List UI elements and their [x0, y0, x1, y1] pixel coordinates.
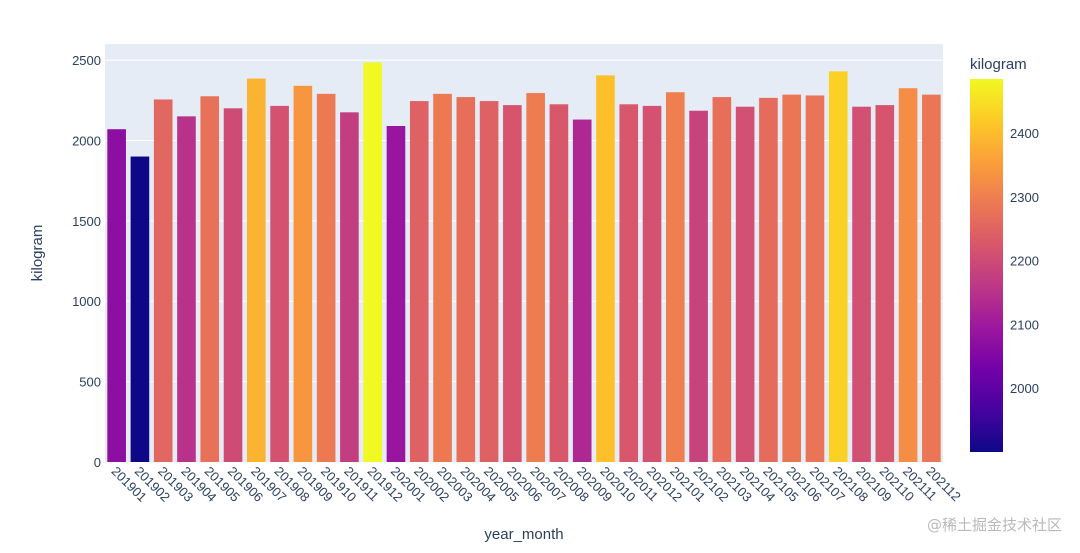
bar-202110[interactable]: [875, 105, 895, 462]
colorbar-tick-label: 2000: [1010, 381, 1039, 396]
bar-201907[interactable]: [246, 78, 266, 463]
y-tick-label: 0: [94, 455, 101, 470]
bar-201906[interactable]: [223, 108, 243, 463]
bars: [107, 62, 941, 463]
plot-background: [105, 44, 943, 462]
colorbar: kilogram 2000 2100 2200 2300 2400: [970, 56, 1039, 452]
colorbar-tick-label: 2100: [1010, 317, 1039, 332]
bar-201908[interactable]: [270, 105, 289, 463]
y-axis-ticks: 0 500 1000 1500 2000 2500: [72, 53, 101, 470]
bar-202003[interactable]: [433, 93, 452, 462]
colorbar-tick-label: 2200: [1010, 254, 1039, 269]
bar-202105[interactable]: [759, 97, 778, 462]
bar-202108[interactable]: [828, 71, 848, 462]
bar-201912[interactable]: [363, 62, 383, 462]
bar-202111[interactable]: [898, 88, 918, 462]
colorbar-tick-label: 2300: [1010, 190, 1039, 205]
bar-201909[interactable]: [293, 85, 313, 463]
x-axis-title: year_month: [484, 526, 563, 543]
bar-201903[interactable]: [153, 99, 173, 462]
bar-202112[interactable]: [922, 94, 941, 463]
bar-202001[interactable]: [386, 125, 406, 462]
bar-201904[interactable]: [177, 116, 196, 462]
y-tick-label: 1000: [72, 294, 101, 309]
bar-202005[interactable]: [479, 101, 499, 463]
y-tick-label: 2000: [72, 133, 101, 148]
colorbar-tick-label: 2400: [1010, 126, 1039, 141]
bar-202101[interactable]: [665, 92, 685, 462]
y-tick-label: 2500: [72, 53, 101, 68]
watermark-text: @稀土掘金技术社区: [927, 516, 1062, 534]
bar-202107[interactable]: [805, 95, 825, 462]
y-tick-label: 1500: [72, 214, 101, 229]
bar-201902[interactable]: [130, 156, 150, 463]
bar-202008[interactable]: [549, 104, 569, 463]
bar-202104[interactable]: [735, 106, 755, 462]
bar-202010[interactable]: [596, 75, 615, 462]
bar-202006[interactable]: [503, 105, 522, 462]
bar-202012[interactable]: [642, 105, 662, 463]
bar-202009[interactable]: [572, 119, 592, 463]
bar-201910[interactable]: [316, 93, 336, 462]
bar-201911[interactable]: [340, 112, 359, 463]
bar-202102[interactable]: [689, 110, 708, 462]
bar-201905[interactable]: [200, 96, 220, 462]
bar-202007[interactable]: [526, 93, 545, 463]
y-axis-title: kilogram: [29, 225, 46, 282]
colorbar-ticks: 2000 2100 2200 2300 2400: [1010, 126, 1039, 396]
bar-202106[interactable]: [782, 94, 802, 463]
x-axis-ticks: 2019012019022019032019042019052019062019…: [109, 464, 964, 505]
bar-202103[interactable]: [712, 97, 732, 463]
bar-202011[interactable]: [619, 104, 639, 463]
colorbar-title: kilogram: [970, 56, 1027, 73]
bar-202004[interactable]: [456, 97, 476, 463]
bar-202109[interactable]: [852, 106, 871, 462]
bar-201901[interactable]: [107, 129, 126, 462]
bar-202002[interactable]: [409, 101, 429, 463]
gridlines: [105, 59, 943, 383]
colorbar-gradient: [970, 79, 1003, 452]
y-tick-label: 500: [79, 375, 101, 390]
